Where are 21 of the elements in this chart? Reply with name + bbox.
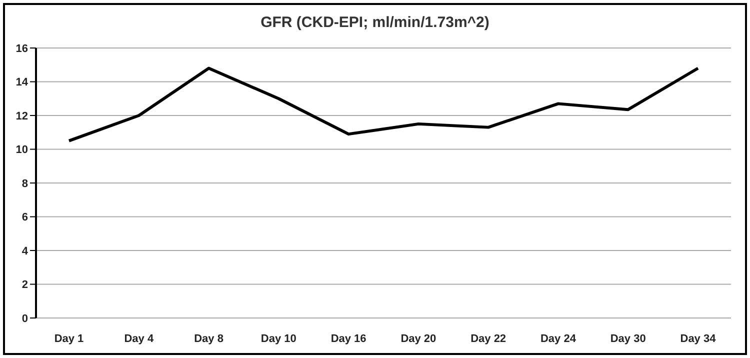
x-tick-label: Day 8 xyxy=(194,332,224,345)
x-tick-label: Day 30 xyxy=(610,332,646,345)
x-tick-label: Day 22 xyxy=(470,332,506,345)
y-tick-label: 12 xyxy=(16,110,28,122)
x-tick-label: Day 1 xyxy=(54,332,84,345)
x-tick-label: Day 4 xyxy=(124,332,154,345)
y-tick-label: 6 xyxy=(22,212,28,224)
x-tick-label: Day 10 xyxy=(260,332,296,345)
y-tick-label: 0 xyxy=(22,312,28,325)
y-tick-label: 8 xyxy=(22,178,28,190)
chart-title: GFR (CKD-EPI; ml/min/1.73m^2) xyxy=(260,14,490,31)
y-tick-label: 16 xyxy=(16,42,28,55)
x-tick-label: Day 20 xyxy=(400,332,436,345)
y-tick-label: 10 xyxy=(16,144,28,156)
y-tick-label: 14 xyxy=(16,76,29,89)
y-tick-label: 4 xyxy=(22,245,29,258)
x-tick-label: Day 16 xyxy=(330,332,366,345)
y-tick-label: 2 xyxy=(22,279,28,292)
line-series xyxy=(68,66,700,142)
x-tick-label: Day 24 xyxy=(540,332,577,345)
x-tick-label: Day 34 xyxy=(680,332,717,345)
